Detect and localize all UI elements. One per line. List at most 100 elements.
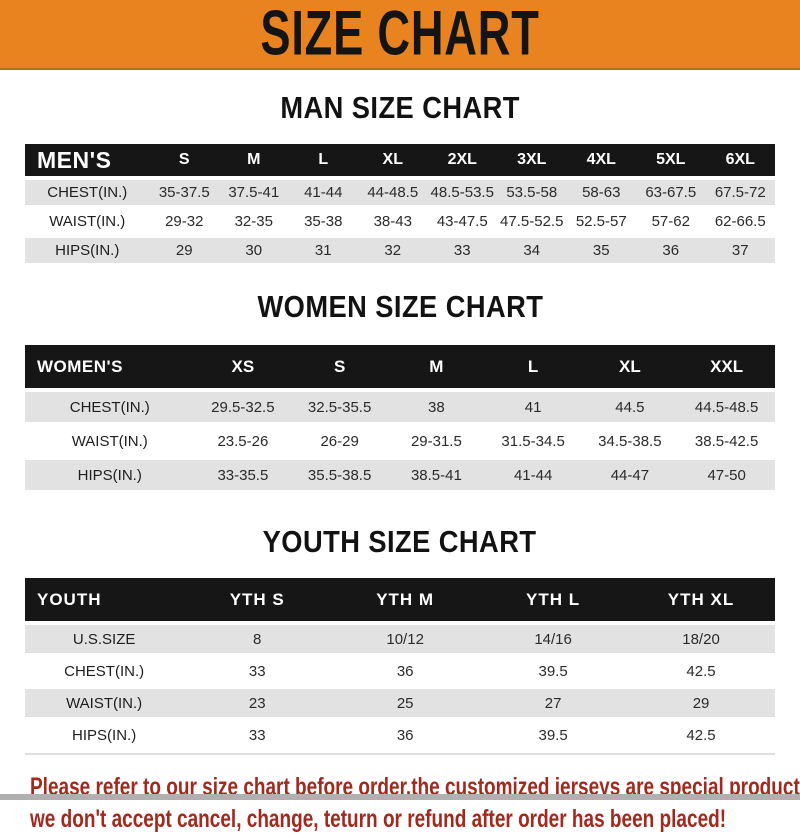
size-value-cell: 8 [183,625,332,653]
size-column-header: YTH L [479,578,628,621]
size-column-header: L [484,345,582,388]
banner-title: SIZE CHART [260,0,540,69]
size-column-header: L [288,144,358,176]
order-policy-note: Please refer to our size chart before or… [30,771,800,835]
size-value-cell: 36 [636,238,706,263]
size-column-header: M [219,144,289,176]
table-row: WAIST(IN.) 23.5-26 26-29 29-31.5 31.5-34.5 34… [25,426,775,456]
size-value-cell: 32.5-35.5 [291,392,388,422]
table-header-row: WOMEN'S XS S M L XL XXL [25,345,775,388]
size-value-cell: 35.5-38.5 [291,460,388,490]
row-label-cell: U.S.SIZE [25,625,184,653]
size-column-header: XL [358,144,428,176]
size-value-cell: 38-43 [358,209,428,234]
table-header-row: YOUTH YTH S YTH M YTH L YTH XL [25,578,775,621]
size-column-header: YTH S [183,578,332,621]
size-value-cell: 33-35.5 [194,460,292,490]
table-row: U.S.SIZE 8 10/12 14/16 18/20 [25,625,775,653]
size-value-cell: 38.5-41 [388,460,485,490]
size-value-cell: 18/20 [627,625,775,653]
size-column-header: 2XL [427,144,497,176]
size-value-cell: 34 [497,238,567,263]
size-column-header: XL [581,345,679,388]
size-value-cell: 47-50 [678,460,775,490]
table-row: HIPS(IN.) 29 30 31 32 33 34 35 36 37 [25,238,775,263]
size-column-header: 6XL [705,144,775,176]
table-row: CHEST(IN.) 33 36 39.5 42.5 [25,657,775,685]
table-row: WAIST(IN.) 29-32 32-35 35-38 38-43 43-47.5 47.… [25,209,775,234]
size-value-cell: 67.5-72 [705,180,775,205]
size-value-cell: 29 [149,238,219,263]
size-value-cell: 14/16 [479,625,628,653]
row-label-cell: WAIST(IN.) [25,209,150,234]
man-section-heading: MAN SIZE CHART [0,90,800,126]
size-column-header: XS [194,345,292,388]
table-header-row: MEN'S S M L XL 2XL 3XL 4XL 5XL 6XL [25,144,775,176]
size-value-cell: 10/12 [331,625,480,653]
size-value-cell: 32-35 [219,209,289,234]
size-value-cell: 35-37.5 [149,180,219,205]
size-value-cell: 29.5-32.5 [194,392,292,422]
size-value-cell: 29-31.5 [388,426,485,456]
size-value-cell: 31.5-34.5 [484,426,582,456]
size-value-cell: 44-47 [581,460,679,490]
row-label-cell: HIPS(IN.) [25,238,150,263]
bottom-divider-band [0,794,800,800]
women-section-heading: WOMEN SIZE CHART [0,289,800,325]
size-value-cell: 44-48.5 [358,180,428,205]
size-value-cell: 31 [288,238,358,263]
table-title-cell: MEN'S [25,144,150,176]
size-value-cell: 53.5-58 [497,180,567,205]
table-row: CHEST(IN.) 35-37.5 37.5-41 41-44 44-48.5 48.5… [25,180,775,205]
row-label-cell: CHEST(IN.) [25,657,184,685]
size-value-cell: 33 [183,721,332,749]
size-value-cell: 23.5-26 [194,426,292,456]
size-value-cell: 58-63 [566,180,636,205]
size-column-header: XXL [678,345,775,388]
size-column-header: S [291,345,388,388]
youth-size-table: YOUTH YTH S YTH M YTH L YTH XL U.S.SIZE 8 10/12… [25,574,775,755]
size-value-cell: 27 [479,689,628,717]
size-value-cell: 48.5-53.5 [427,180,497,205]
size-value-cell: 23 [183,689,332,717]
men-size-table: MEN'S S M L XL 2XL 3XL 4XL 5XL 6XL CHEST(IN.) 35-37… [25,140,775,267]
table-row: HIPS(IN.) 33 36 39.5 42.5 [25,721,775,749]
size-value-cell: 37 [705,238,775,263]
size-value-cell: 44.5-48.5 [678,392,775,422]
size-column-header: M [388,345,485,388]
row-label-cell: CHEST(IN.) [25,180,150,205]
size-column-header: 3XL [497,144,567,176]
size-value-cell: 52.5-57 [566,209,636,234]
row-label-cell: WAIST(IN.) [25,426,195,456]
size-value-cell: 63-67.5 [636,180,706,205]
size-value-cell: 34.5-38.5 [581,426,679,456]
size-value-cell: 33 [183,657,332,685]
size-value-cell: 39.5 [479,721,628,749]
size-value-cell: 36 [331,657,480,685]
size-value-cell: 35 [566,238,636,263]
size-value-cell: 33 [427,238,497,263]
row-label-cell: CHEST(IN.) [25,392,195,422]
size-value-cell: 42.5 [627,657,775,685]
size-value-cell: 25 [331,689,480,717]
man-section-heading-text: MAN SIZE CHART [280,90,520,125]
table-row: WAIST(IN.) 23 25 27 29 [25,689,775,717]
size-value-cell: 29-32 [149,209,219,234]
size-value-cell: 37.5-41 [219,180,289,205]
women-section-heading-text: WOMEN SIZE CHART [257,289,543,324]
size-value-cell: 41 [484,392,582,422]
row-label-cell: WAIST(IN.) [25,689,184,717]
size-value-cell: 41-44 [484,460,582,490]
row-label-cell: HIPS(IN.) [25,460,195,490]
table-row: HIPS(IN.) 33-35.5 35.5-38.5 38.5-41 41-44 44-… [25,460,775,490]
women-size-table: WOMEN'S XS S M L XL XXL CHEST(IN.) 29.5-32.5 32.5… [25,341,775,494]
size-value-cell: 43-47.5 [427,209,497,234]
youth-section-heading: YOUTH SIZE CHART [0,524,800,560]
size-column-header: 5XL [636,144,706,176]
size-value-cell: 41-44 [288,180,358,205]
table-row: CHEST(IN.) 29.5-32.5 32.5-35.5 38 41 44.5 44.5… [25,392,775,422]
row-label-cell: HIPS(IN.) [25,721,184,749]
size-value-cell: 62-66.5 [705,209,775,234]
size-column-header: YTH M [331,578,480,621]
size-value-cell: 38 [388,392,485,422]
